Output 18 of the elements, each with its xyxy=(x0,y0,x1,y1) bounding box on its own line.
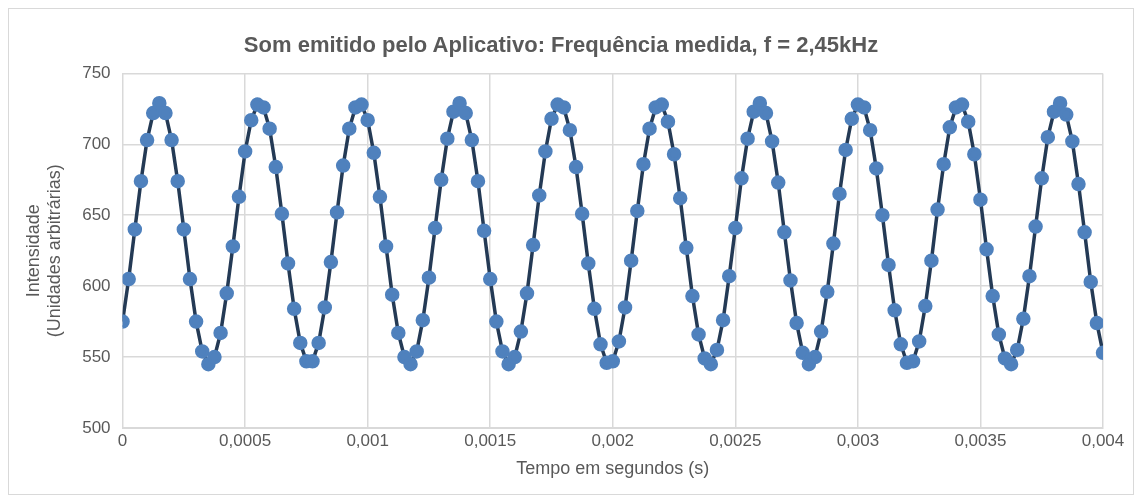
y-tick-label: 650 xyxy=(82,204,111,224)
x-tick-label: 0,0025 xyxy=(709,430,762,450)
x-tick-label: 0,0035 xyxy=(954,430,1007,450)
x-tick-label: 0,0005 xyxy=(219,430,272,450)
y-tick-label: 500 xyxy=(82,417,111,437)
x-tick-label: 0 xyxy=(117,430,128,450)
x-tick-label: 0,0015 xyxy=(464,430,517,450)
x-tick-label: 0,002 xyxy=(591,430,635,450)
y-tick-label: 750 xyxy=(82,63,111,83)
x-axis-title: Tempo em segundos (s) xyxy=(516,458,710,479)
y-tick-label: 700 xyxy=(82,134,111,154)
x-tick-label: 0,003 xyxy=(836,430,880,450)
y-axis-title: Intensidade (Unidades arbitrárias) xyxy=(22,164,65,338)
y-tick-label: 550 xyxy=(82,346,111,366)
x-tick-label: 0,001 xyxy=(346,430,389,450)
x-tick-label: 0,004 xyxy=(1081,430,1125,450)
chart-title: Som emitido pelo Aplicativo: Frequência medida, f = 2,45kHz xyxy=(243,32,879,58)
y-tick-label: 600 xyxy=(82,275,111,295)
